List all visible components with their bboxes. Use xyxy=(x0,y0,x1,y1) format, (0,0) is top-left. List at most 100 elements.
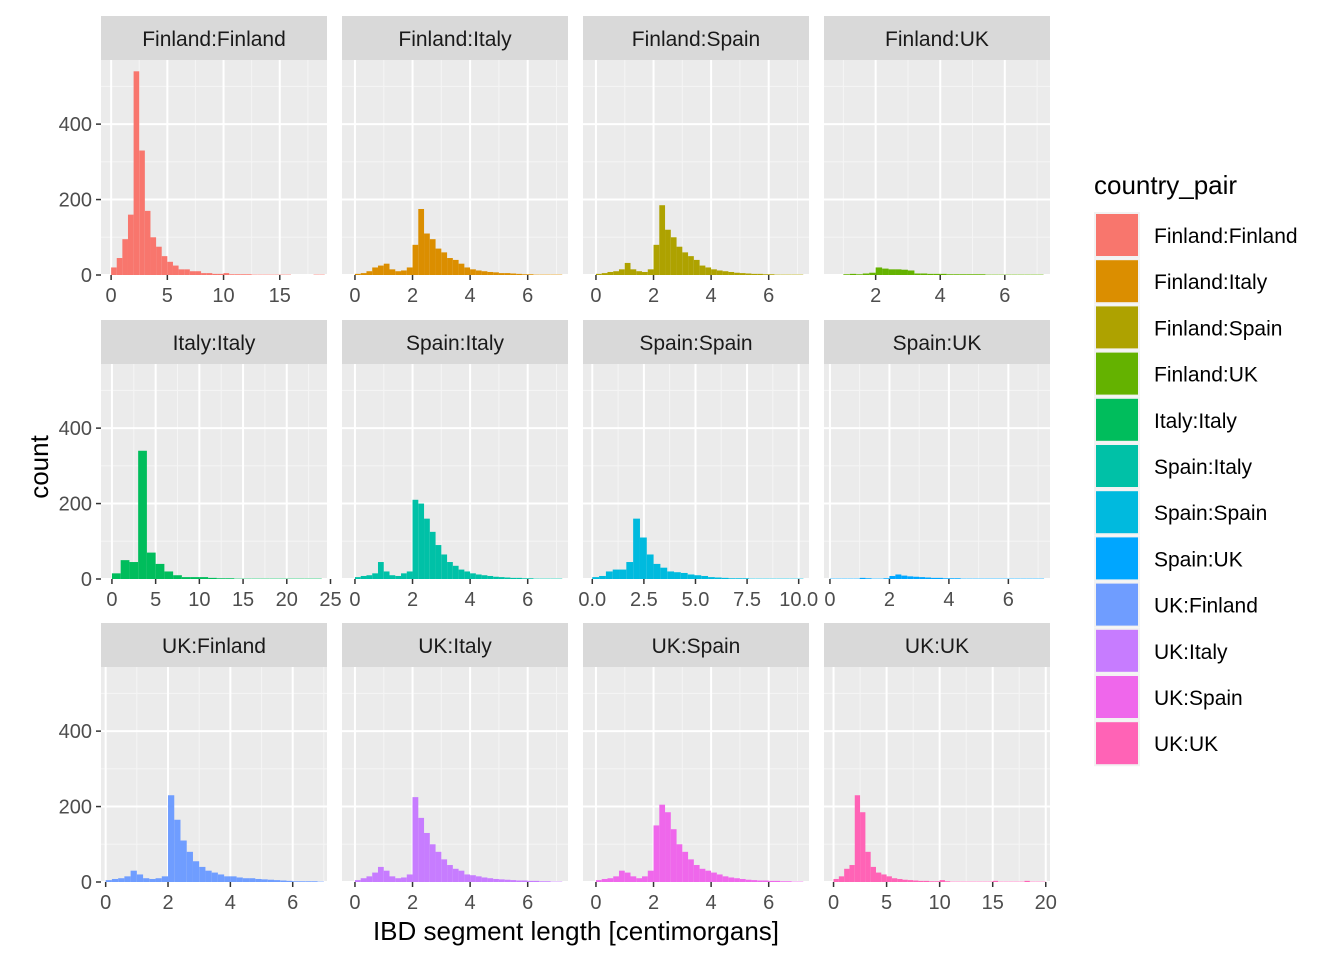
histogram-bar xyxy=(105,880,112,882)
facet-panel: Finland:Finland 0 5 10 15 0 200 400 xyxy=(59,16,327,307)
histogram-bar xyxy=(595,880,602,882)
histogram-bar xyxy=(236,877,243,882)
histogram-bar xyxy=(728,877,735,882)
histogram-bar xyxy=(292,881,299,882)
legend-label: Spain:Spain xyxy=(1154,502,1267,525)
legend-label: UK:Spain xyxy=(1154,687,1243,710)
histogram-bar xyxy=(354,880,361,882)
histogram-bar xyxy=(751,880,758,882)
histogram-bar xyxy=(224,876,231,882)
histogram-bar xyxy=(527,578,534,579)
histogram-bar xyxy=(120,560,130,579)
histogram-bar xyxy=(527,880,534,882)
histogram-bar xyxy=(721,577,729,579)
histogram-bar xyxy=(670,829,677,882)
histogram-bar xyxy=(366,575,373,579)
histogram-bar xyxy=(934,881,940,882)
histogram-bar xyxy=(161,876,169,882)
histogram-bar xyxy=(366,271,373,275)
histogram-bar xyxy=(487,575,494,579)
legend-swatch xyxy=(1096,352,1138,395)
histogram-bar xyxy=(475,876,482,882)
histogram-bar xyxy=(401,270,407,275)
x-tick-label: 6 xyxy=(522,589,533,611)
y-tick-label: 400 xyxy=(59,114,92,136)
histogram-bar xyxy=(504,577,511,579)
histogram-bar xyxy=(441,554,448,579)
histogram-bar xyxy=(401,573,407,579)
legend-label: UK:Italy xyxy=(1154,641,1228,664)
histogram-bar xyxy=(870,866,876,882)
histogram-bar xyxy=(412,797,419,882)
histogram-bar xyxy=(785,881,792,882)
histogram-bar xyxy=(745,273,752,275)
histogram-bar xyxy=(464,267,471,275)
histogram-bar xyxy=(607,878,614,882)
histogram-bar xyxy=(838,876,845,882)
histogram-bar xyxy=(667,571,675,579)
histogram-bar xyxy=(184,269,190,275)
x-axis-title: IBD segment length [centimorgans] xyxy=(373,916,779,946)
histogram-bar xyxy=(205,870,212,882)
histogram-bar xyxy=(267,879,275,882)
histogram-bar xyxy=(389,575,396,579)
legend-swatch xyxy=(1096,260,1138,303)
histogram-bar xyxy=(599,575,606,579)
histogram-bar xyxy=(742,578,749,579)
histogram-bar xyxy=(498,273,505,275)
histogram-bar xyxy=(130,870,137,882)
x-tick-label: 2 xyxy=(407,589,418,611)
facet-strip-label: UK:Finland xyxy=(162,635,266,658)
histogram-bar xyxy=(539,881,545,882)
histogram-bar xyxy=(739,273,746,275)
histogram-bar xyxy=(452,565,459,579)
histogram-bar xyxy=(127,214,134,275)
histogram-bar xyxy=(699,265,706,275)
x-tick-label: 20 xyxy=(276,589,298,611)
histogram-bar xyxy=(688,859,694,882)
panel-background xyxy=(342,667,568,882)
histogram-bar xyxy=(595,273,602,275)
histogram-bar xyxy=(902,879,908,882)
legend-swatch xyxy=(1096,214,1138,256)
histogram-bar xyxy=(694,575,702,579)
histogram-bar xyxy=(139,150,145,275)
histogram-bar xyxy=(178,269,185,275)
histogram-bar xyxy=(716,270,723,275)
histogram-bar xyxy=(136,874,144,882)
facet-panel: UK:Italy 0 2 4 6 xyxy=(342,623,568,914)
x-tick-label: 7.5 xyxy=(733,589,761,611)
histogram-bar xyxy=(944,881,951,882)
histogram-bar xyxy=(146,552,156,579)
histogram-bar xyxy=(920,273,928,275)
histogram-bar xyxy=(516,880,522,882)
histogram-bar xyxy=(521,880,528,882)
histogram-bar xyxy=(211,872,218,882)
facet-strip-label: Finland:Spain xyxy=(632,28,760,51)
histogram-bar xyxy=(642,271,648,275)
histogram-bar xyxy=(639,537,647,579)
facet-strip xyxy=(824,16,1050,60)
x-tick-label: 6 xyxy=(287,892,298,914)
x-tick-label: 5 xyxy=(150,589,161,611)
histogram-bar xyxy=(925,577,932,579)
histogram-bar xyxy=(923,880,930,882)
x-tick-label: 2.5 xyxy=(630,589,658,611)
histogram-bar xyxy=(418,817,425,882)
histogram-bar xyxy=(458,569,465,579)
histogram-bar xyxy=(360,575,367,579)
x-tick-label: 2 xyxy=(648,285,659,307)
histogram-bar xyxy=(711,872,717,882)
facet-panel: UK:Spain 0 2 4 6 xyxy=(583,623,809,914)
panel-background xyxy=(342,60,568,275)
histogram-bar xyxy=(286,880,293,882)
y-tick-label: 400 xyxy=(59,721,92,743)
histogram-bar xyxy=(886,876,892,882)
histogram-bar xyxy=(889,575,896,579)
histogram-bar xyxy=(665,812,671,882)
histogram-bar xyxy=(481,271,488,275)
legend-item: Spain:UK xyxy=(1094,535,1243,582)
histogram-bar xyxy=(156,246,162,275)
facet-strip xyxy=(824,320,1050,364)
